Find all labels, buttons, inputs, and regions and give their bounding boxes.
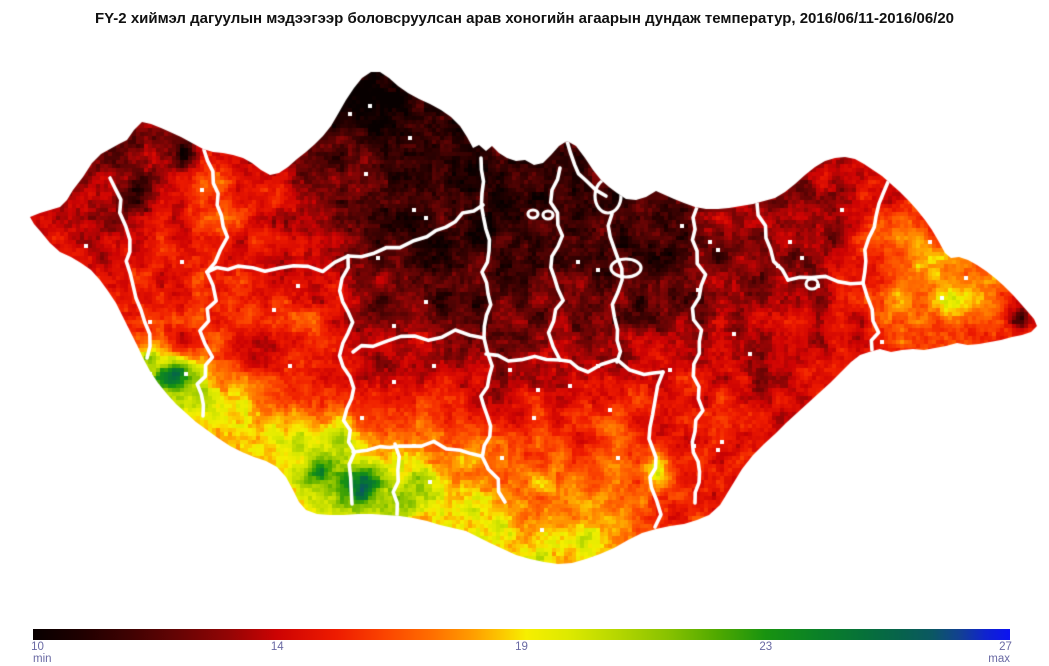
colorbar-ticks: 10 14 19 23 27 <box>31 640 1012 653</box>
colorbar-max-label: max <box>988 653 1010 665</box>
colorbar-minmax: min max <box>33 653 1010 666</box>
colorbar-tick-label: 10 <box>31 641 44 653</box>
colorbar-tick-label: 14 <box>270 641 284 653</box>
colorbar: 10 14 19 23 27 min max <box>31 629 1012 666</box>
colorbar-tick-label: 27 <box>999 641 1012 653</box>
colorbar-tick-label: 19 <box>515 641 528 653</box>
colorbar-min-label: min <box>33 653 52 665</box>
colorbar-tick-label: 23 <box>759 641 773 653</box>
mongolia-temperature-raster <box>0 0 1049 622</box>
colorbar-gradient <box>33 629 1010 640</box>
